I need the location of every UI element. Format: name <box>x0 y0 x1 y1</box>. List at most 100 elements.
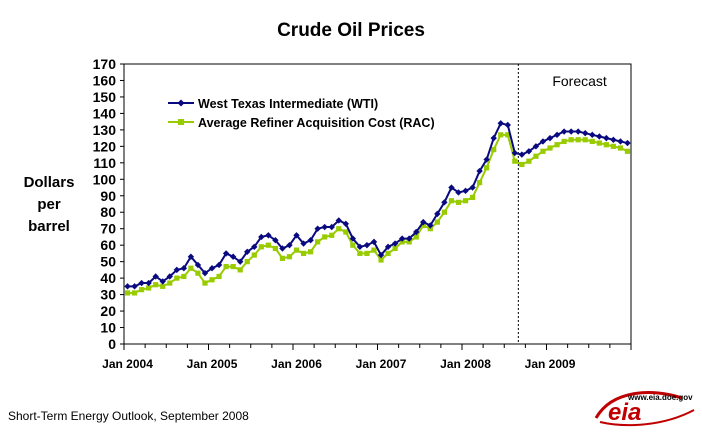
data-point <box>526 158 532 164</box>
data-point <box>525 148 533 155</box>
data-point <box>455 199 462 205</box>
data-point <box>364 250 370 257</box>
data-point <box>441 199 448 206</box>
y-tick-label: 40 <box>100 270 116 286</box>
data-point <box>469 184 476 191</box>
y-tick-label: 160 <box>93 72 117 88</box>
data-point <box>518 151 526 158</box>
y-tick-label: 120 <box>93 138 117 154</box>
data-point <box>427 226 433 232</box>
data-point <box>321 223 328 231</box>
data-point <box>357 250 363 257</box>
y-axis-label-line: barrel <box>28 218 70 235</box>
y-tick-label: 140 <box>93 105 117 121</box>
data-point <box>391 240 399 247</box>
data-point <box>589 131 596 139</box>
data-point <box>293 232 300 239</box>
svg-text:eia: eia <box>608 399 641 426</box>
data-point <box>498 132 504 138</box>
y-axis-label: Dollars per barrel <box>14 172 84 238</box>
data-point <box>215 261 223 269</box>
data-point <box>546 134 554 142</box>
data-point <box>244 248 251 255</box>
data-point <box>477 179 483 186</box>
data-point <box>159 278 166 285</box>
data-point <box>553 131 561 139</box>
data-point <box>413 234 419 240</box>
data-point <box>532 143 540 150</box>
data-point <box>427 222 434 229</box>
data-point <box>384 243 392 251</box>
legend-marker <box>177 99 185 107</box>
data-point <box>399 239 405 245</box>
data-point <box>300 240 307 247</box>
eia-logo-icon: eia <box>594 391 695 427</box>
legend-marker <box>178 119 184 125</box>
data-point <box>405 235 413 242</box>
data-point <box>131 283 138 290</box>
logo-url-text: www.eia.doe.gov <box>628 393 693 402</box>
data-point <box>533 153 539 159</box>
data-point <box>596 133 603 140</box>
legend-label: West Texas Intermediate (WTI) <box>198 97 378 111</box>
data-point <box>539 138 547 145</box>
data-point <box>462 198 469 204</box>
y-tick-label: 0 <box>108 336 116 352</box>
data-point <box>216 273 222 280</box>
data-point <box>335 217 342 224</box>
data-point <box>195 270 201 276</box>
data-point <box>174 275 180 281</box>
y-axis-label-line: Dollars <box>23 174 75 191</box>
data-point <box>293 247 300 253</box>
data-point <box>392 245 398 252</box>
x-tick-label: Jan 2009 <box>525 357 576 371</box>
data-point <box>265 242 271 248</box>
data-point <box>603 142 609 148</box>
data-point <box>209 277 215 283</box>
data-point <box>229 253 237 260</box>
data-point <box>448 184 455 191</box>
data-point <box>251 252 257 258</box>
data-point <box>574 128 582 135</box>
data-point <box>124 290 131 296</box>
data-point <box>342 220 350 227</box>
y-tick-label: 80 <box>100 204 116 220</box>
data-point <box>441 209 447 215</box>
forecast-label: Forecast <box>552 73 607 89</box>
data-point <box>230 263 236 270</box>
data-point <box>420 218 427 226</box>
legend-label: Average Refiner Acquisition Cost (RAC) <box>198 116 435 130</box>
y-tick-label: 20 <box>100 303 116 319</box>
data-point <box>328 223 335 231</box>
data-point <box>173 266 181 274</box>
data-point <box>146 285 152 291</box>
data-point <box>371 247 377 253</box>
data-point <box>448 198 455 204</box>
x-tick-label: Jan 2008 <box>440 357 491 371</box>
x-tick-label: Jan 2007 <box>356 357 407 371</box>
data-point <box>589 138 595 145</box>
data-point <box>244 259 250 265</box>
chart-title: Crude Oil Prices <box>277 20 425 41</box>
data-point <box>160 283 166 289</box>
data-point <box>610 143 616 149</box>
y-tick-label: 90 <box>100 188 116 204</box>
data-point <box>561 138 567 145</box>
data-point <box>166 273 173 280</box>
data-point <box>265 232 272 239</box>
data-point <box>385 250 391 257</box>
data-point <box>519 161 525 168</box>
y-tick-label: 60 <box>100 237 116 253</box>
data-point <box>314 225 321 232</box>
data-point <box>300 250 307 257</box>
data-point <box>582 137 588 143</box>
data-point <box>286 254 293 260</box>
data-point <box>378 257 384 263</box>
data-point <box>491 147 497 153</box>
data-point <box>349 235 357 242</box>
source-note: Short-Term Energy Outlook, September 200… <box>8 409 249 423</box>
data-point <box>131 290 138 296</box>
data-point <box>505 132 511 138</box>
data-point <box>138 279 145 287</box>
